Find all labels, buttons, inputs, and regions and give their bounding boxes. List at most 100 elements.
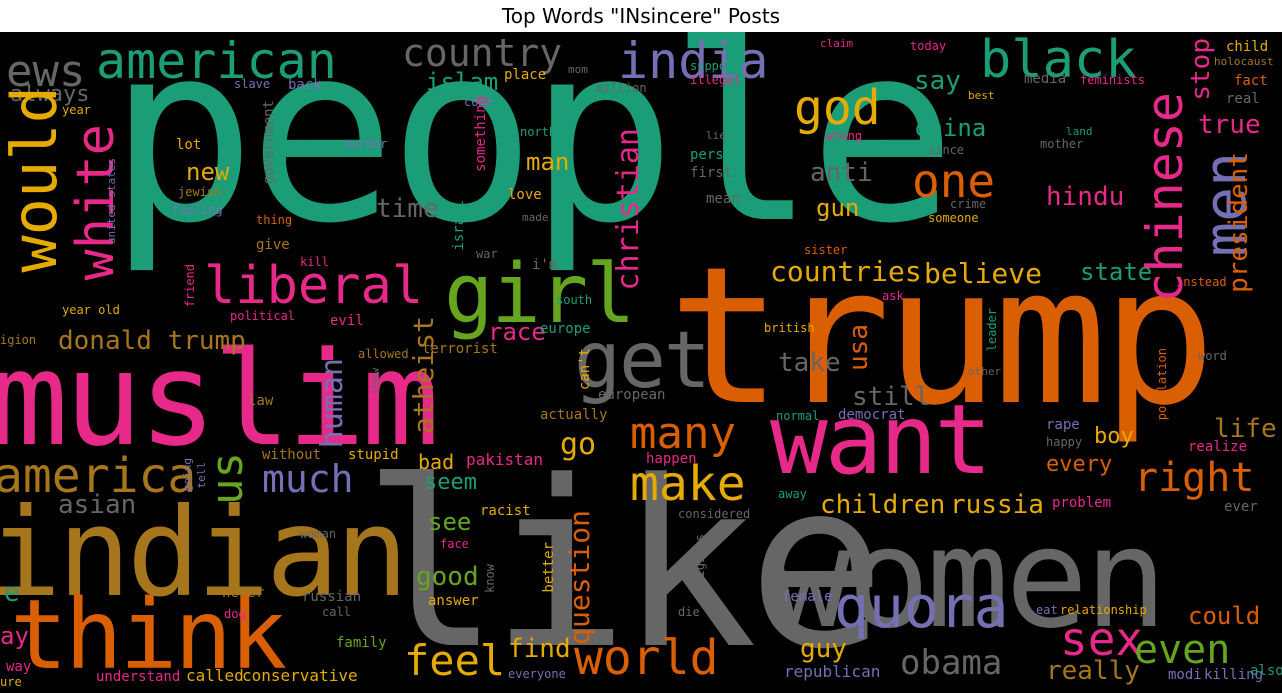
word-best: best [968,89,995,102]
word-answer: answer [428,593,479,609]
word-seem: seem [424,470,477,495]
word-ask: ask [882,289,904,303]
word-american: american [96,32,337,90]
word-hindu: hindu [1046,182,1125,212]
word-also: also [1250,663,1282,679]
word-donald-trump: donald trump [58,326,246,356]
word-murder: murder [344,137,388,151]
word-bad: bad [418,450,455,474]
word-cant: can't [577,348,593,391]
word-say: say [914,66,961,96]
word-ure-frag: ure [0,675,22,689]
word-evil: evil [330,313,364,329]
word-find: find [508,634,571,664]
word-always: always [10,82,90,107]
word-indian: indian [0,482,409,624]
word-life: life [1214,414,1277,444]
word-state: state [1080,258,1153,286]
word-back: back [288,77,322,93]
word-other: other [968,365,1002,378]
word-year: year [62,103,91,117]
word-really: really [1046,656,1140,686]
word-gun: gun [816,194,860,222]
word-country: country [402,32,563,75]
word-would: would [0,86,71,273]
word-god: god [794,80,881,136]
word-republican: republican [784,662,881,681]
word-normal: normal [776,409,820,423]
word-way: way [6,659,32,675]
word-never: never [222,585,265,601]
word-better: better [541,542,557,593]
word-someone: someone [928,211,979,225]
word-sex: sex [1060,612,1144,666]
word-conservative: conservative [242,666,358,685]
chart-title: Top Words "INsincere" Posts [501,4,781,28]
word-want: want [770,384,992,496]
word-mom: mom [568,63,588,76]
word-man: man [526,148,570,176]
word-face: face [440,537,469,551]
word-person: person [690,147,741,163]
word-dog: dog [224,607,246,621]
word-even: even [1134,627,1231,673]
word-happy: happy [1046,435,1083,449]
word-much: much [262,457,354,501]
word-stop: stop [1186,38,1216,101]
word-sister: sister [804,243,848,257]
word-european: european [598,387,666,403]
word-christian: christian [611,128,646,291]
word-trump: trump [668,226,1216,447]
word-love: love [508,187,542,203]
word-take: take [778,348,841,378]
word-russian: russian [302,589,362,605]
word-anti: anti [810,158,873,188]
word-law: law [248,393,274,409]
word-political: political [230,309,296,323]
word-mother: mother [1040,137,1084,151]
word-called: called [186,666,244,685]
word-get: get [574,316,711,406]
word-call: call [322,605,351,619]
word-illegal: illegal [690,73,741,87]
word-instead: instead [1176,275,1227,289]
word-war: war [476,247,498,261]
word-black: black [980,32,1137,90]
word-modi: modi [1168,667,1202,683]
word-population: population [1155,348,1169,421]
word-human: human [315,358,350,449]
word-every: every [1046,452,1113,477]
word-relationship: relationship [1060,603,1147,617]
word-give: give [256,237,290,253]
word-chinese: chinese [1136,92,1194,303]
word-land: land [1066,125,1093,138]
word-friend: friend [183,264,197,308]
word-first: first [690,165,733,181]
word-india: india [618,32,769,90]
word-leader: leader [985,308,999,352]
word-russia: russia [950,490,1044,520]
word-terrorist: terrorist [422,341,498,357]
word-good: good [416,562,479,592]
word-made: made [522,211,549,224]
word-thing: thing [256,213,293,227]
word-time: time [376,194,439,224]
word-word: word [1198,349,1227,363]
word-could: could [1188,602,1261,630]
word-media: media [1024,71,1067,87]
word-ever: ever [1224,499,1258,515]
word-female: female [782,589,833,605]
word-problem: problem [1052,495,1112,511]
word-believe: believe [924,257,1043,290]
word-away: away [778,487,807,501]
word-feel: feel [404,636,506,685]
word-like: like [362,433,886,693]
word-child: child [1226,39,1269,55]
word-killing: killing [1204,667,1264,683]
word-us: us [202,452,253,505]
word-eat: eat [1036,603,1058,617]
word-something: something [473,96,489,172]
word-british: british [764,321,815,335]
word-countries: countries [770,255,922,288]
word-north: north [520,125,557,139]
